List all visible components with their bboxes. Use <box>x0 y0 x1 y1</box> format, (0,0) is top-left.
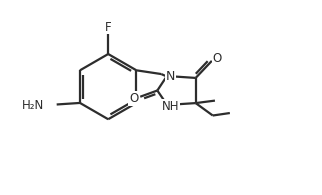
Text: O: O <box>129 92 139 105</box>
Text: NH: NH <box>162 100 179 113</box>
Text: H₂N: H₂N <box>21 99 43 112</box>
Text: N: N <box>166 70 175 83</box>
Text: O: O <box>213 52 222 65</box>
Text: F: F <box>105 20 111 34</box>
